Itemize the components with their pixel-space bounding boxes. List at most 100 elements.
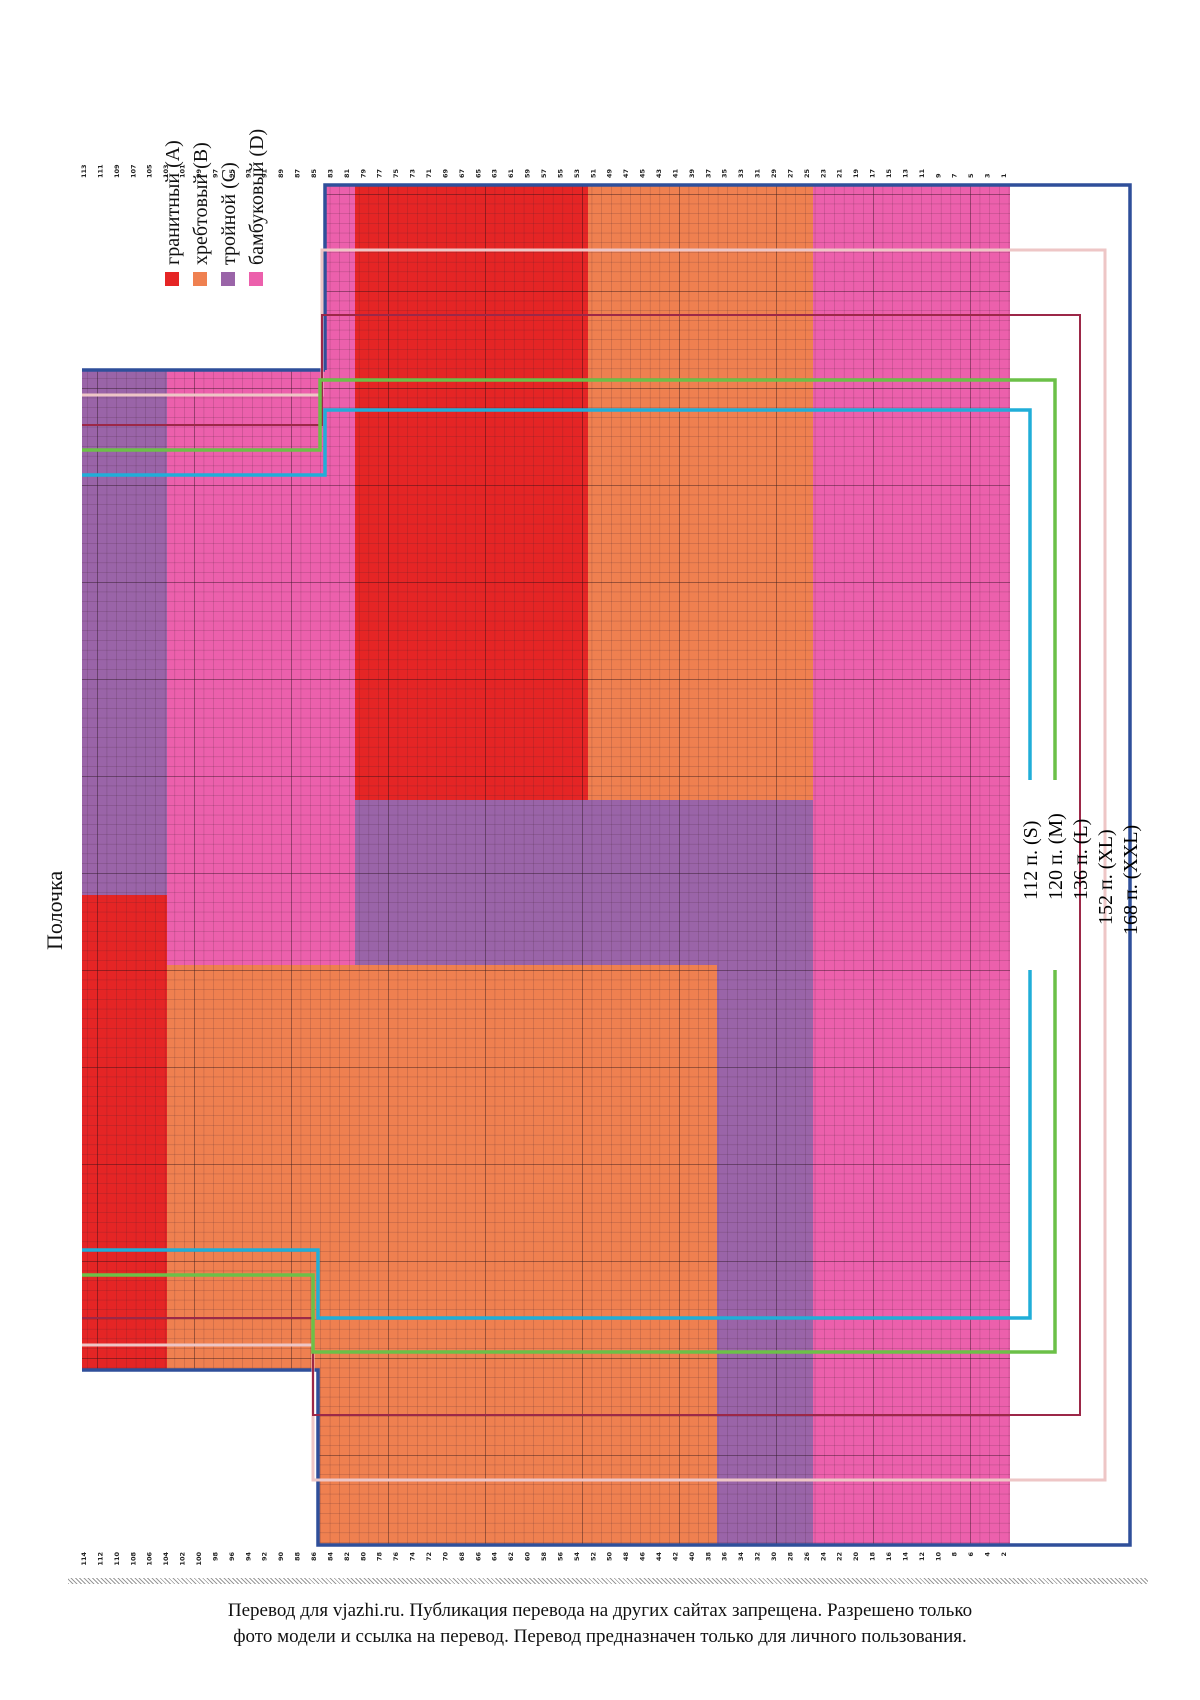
row-number-bottom: 44 xyxy=(655,1552,663,1562)
row-number-bottom: 14 xyxy=(901,1552,909,1562)
row-number-top: 79 xyxy=(359,168,367,178)
row-number-top: 35 xyxy=(721,168,729,178)
row-number-bottom: 30 xyxy=(770,1552,778,1562)
row-number-bottom: 72 xyxy=(425,1552,433,1561)
row-number-top: 41 xyxy=(671,168,679,178)
legend-label-d: бамбуковый (D) xyxy=(246,128,268,265)
row-number-bottom: 10 xyxy=(934,1552,942,1562)
legend-swatch-3 xyxy=(249,272,263,286)
row-number-top: 67 xyxy=(458,169,466,178)
row-number-bottom: 114 xyxy=(80,1552,88,1566)
row-number-top: 93 xyxy=(244,169,252,178)
row-number-bottom: 66 xyxy=(474,1552,482,1562)
row-number-bottom: 80 xyxy=(359,1552,367,1562)
row-number-top: 21 xyxy=(836,168,844,178)
row-number-bottom: 12 xyxy=(918,1552,926,1561)
footer-line-2: фото модели и ссылка на перевод. Перевод… xyxy=(233,1626,967,1647)
row-number-bottom: 70 xyxy=(441,1552,449,1562)
row-number-top: 27 xyxy=(786,169,794,178)
row-number-top: 113 xyxy=(80,164,88,178)
row-number-bottom: 56 xyxy=(556,1552,564,1562)
row-number-top: 63 xyxy=(491,169,499,178)
row-number-top: 81 xyxy=(343,168,351,178)
row-number-bottom: 38 xyxy=(704,1552,712,1562)
row-number-top: 31 xyxy=(754,168,762,178)
row-number-top: 91 xyxy=(261,168,269,178)
row-number-bottom: 46 xyxy=(639,1552,647,1562)
row-number-bottom: 94 xyxy=(244,1552,252,1562)
row-number-bottom: 110 xyxy=(113,1552,121,1566)
row-number-top: 9 xyxy=(934,173,942,178)
row-number-top: 45 xyxy=(639,168,647,178)
stitch-grid xyxy=(82,185,1010,1545)
row-number-top: 33 xyxy=(737,169,745,178)
size-label-xxl: 168 п. (XXL) xyxy=(1120,824,1142,935)
row-number-bottom: 106 xyxy=(146,1552,154,1566)
row-number-top: 95 xyxy=(228,168,236,178)
size-line-xl-bottom xyxy=(82,970,1107,1482)
row-number-top: 7 xyxy=(951,173,959,178)
row-number-top: 55 xyxy=(556,168,564,178)
row-number-top: 43 xyxy=(655,169,663,178)
row-number-top: 5 xyxy=(967,173,975,178)
row-number-top: 83 xyxy=(326,169,334,178)
row-number-top: 99 xyxy=(195,168,203,178)
row-number-top: 103 xyxy=(162,164,170,178)
row-number-top: 19 xyxy=(852,168,860,178)
row-number-bottom: 78 xyxy=(376,1552,384,1562)
legend-label-c: тройной (C) xyxy=(218,162,240,265)
row-number-top: 17 xyxy=(869,169,877,178)
row-number-bottom: 98 xyxy=(211,1552,219,1562)
size-label-xl: 152 п. (XL) xyxy=(1095,829,1117,925)
row-number-bottom: 58 xyxy=(540,1552,548,1562)
row-number-top: 65 xyxy=(474,168,482,178)
row-number-bottom: 68 xyxy=(458,1552,466,1562)
row-number-top: 13 xyxy=(901,169,909,178)
size-line-m-bottom xyxy=(82,970,1057,1354)
row-number-bottom: 28 xyxy=(786,1552,794,1562)
row-number-bottom: 18 xyxy=(869,1552,877,1562)
row-number-bottom: 96 xyxy=(228,1552,236,1562)
row-number-bottom: 36 xyxy=(721,1552,729,1562)
size-lines xyxy=(82,248,1107,1482)
row-number-top: 97 xyxy=(211,169,219,178)
row-number-top: 107 xyxy=(129,164,137,178)
row-number-bottom: 88 xyxy=(294,1552,302,1562)
row-number-top: 15 xyxy=(885,168,893,178)
row-number-top: 1 xyxy=(1000,173,1008,178)
row-number-bottom: 40 xyxy=(688,1552,696,1562)
row-number-top: 23 xyxy=(819,169,827,178)
legend-swatch-0 xyxy=(165,272,179,286)
outline-xxl xyxy=(82,183,1132,1547)
row-number-top: 61 xyxy=(507,168,515,178)
row-number-bottom: 76 xyxy=(392,1552,400,1562)
row-number-top: 77 xyxy=(376,169,384,178)
row-number-top: 11 xyxy=(918,168,926,178)
row-number-top: 109 xyxy=(113,164,121,178)
footer-line-1: Перевод для vjazhi.ru. Публикация перево… xyxy=(227,1600,973,1621)
size-line-l-bottom xyxy=(82,970,1081,1416)
footer-notice: Перевод для vjazhi.ru. Публикация перево… xyxy=(60,1598,1140,1650)
legend-swatch-1 xyxy=(193,272,207,286)
row-number-bottom: 4 xyxy=(984,1552,992,1557)
row-number-bottom: 60 xyxy=(524,1552,532,1562)
row-number-top: 37 xyxy=(704,169,712,178)
row-number-top: 111 xyxy=(96,164,104,178)
row-number-top: 87 xyxy=(294,169,302,178)
size-line-xl xyxy=(82,248,1107,1090)
row-number-bottom: 2 xyxy=(1000,1552,1008,1557)
row-number-bottom: 42 xyxy=(671,1552,679,1561)
row-number-bottom: 86 xyxy=(310,1552,318,1562)
row-number-top: 105 xyxy=(146,164,154,178)
size-label-m: 120 п. (M) xyxy=(1045,813,1067,900)
row-number-bottom: 82 xyxy=(343,1552,351,1561)
legend-label-a: гранитный (A) xyxy=(162,140,184,265)
row-number-bottom: 112 xyxy=(96,1552,104,1566)
row-number-bottom: 100 xyxy=(195,1552,203,1566)
row-number-bottom: 6 xyxy=(967,1552,975,1557)
legend-swatch-2 xyxy=(221,272,235,286)
row-number-top: 47 xyxy=(622,169,630,178)
row-number-top: 51 xyxy=(589,168,597,178)
row-number-bottom: 52 xyxy=(589,1552,597,1561)
